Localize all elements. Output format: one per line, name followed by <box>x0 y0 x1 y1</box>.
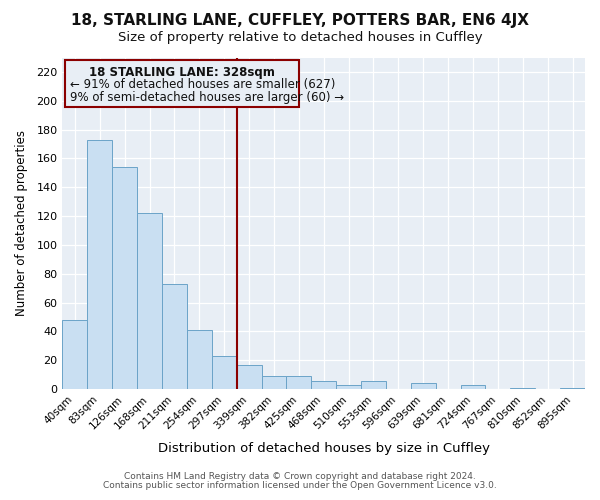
Bar <box>461 385 485 389</box>
Bar <box>511 388 535 389</box>
Text: Size of property relative to detached houses in Cuffley: Size of property relative to detached ho… <box>118 31 482 44</box>
Bar <box>62 320 88 389</box>
Bar <box>311 380 336 389</box>
X-axis label: Distribution of detached houses by size in Cuffley: Distribution of detached houses by size … <box>158 442 490 455</box>
Bar <box>187 330 212 389</box>
Bar <box>286 376 311 389</box>
Text: 18, STARLING LANE, CUFFLEY, POTTERS BAR, EN6 4JX: 18, STARLING LANE, CUFFLEY, POTTERS BAR,… <box>71 12 529 28</box>
Y-axis label: Number of detached properties: Number of detached properties <box>15 130 28 316</box>
Bar <box>212 356 236 389</box>
Text: Contains HM Land Registry data © Crown copyright and database right 2024.: Contains HM Land Registry data © Crown c… <box>124 472 476 481</box>
Text: 18 STARLING LANE: 328sqm: 18 STARLING LANE: 328sqm <box>89 66 275 79</box>
Bar <box>361 380 386 389</box>
Bar <box>236 364 262 389</box>
Bar <box>560 388 585 389</box>
Bar <box>137 213 162 389</box>
Bar <box>262 376 286 389</box>
Bar <box>162 284 187 389</box>
Text: Contains public sector information licensed under the Open Government Licence v3: Contains public sector information licen… <box>103 481 497 490</box>
Text: ← 91% of detached houses are smaller (627): ← 91% of detached houses are smaller (62… <box>70 78 335 90</box>
Bar <box>112 167 137 389</box>
Bar <box>336 385 361 389</box>
Bar <box>88 140 112 389</box>
Text: 9% of semi-detached houses are larger (60) →: 9% of semi-detached houses are larger (6… <box>70 90 344 104</box>
FancyBboxPatch shape <box>65 60 299 106</box>
Bar <box>411 384 436 389</box>
